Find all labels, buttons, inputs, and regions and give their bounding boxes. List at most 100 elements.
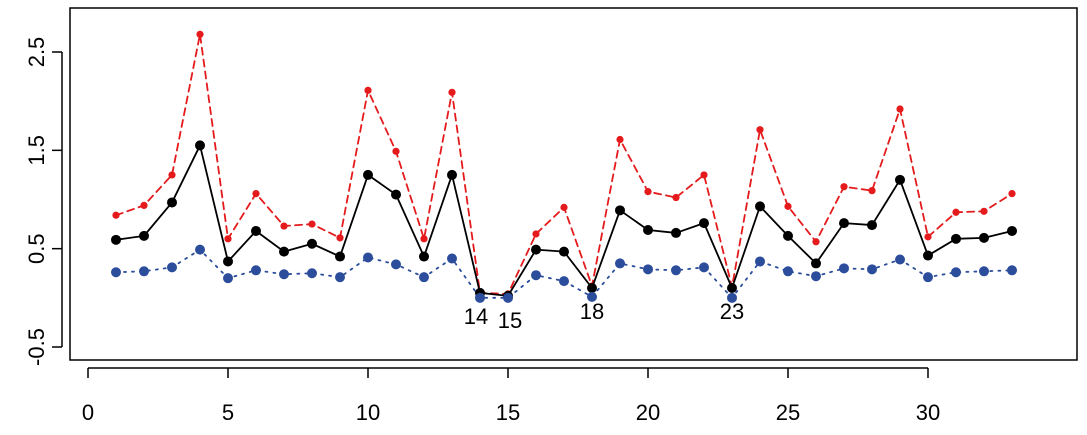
data-point	[811, 258, 821, 269]
data-point	[784, 202, 792, 210]
x-tick-label: 10	[356, 400, 380, 425]
data-point	[364, 86, 372, 94]
data-point	[168, 171, 176, 179]
x-tick-label: 15	[496, 400, 520, 425]
data-point	[280, 222, 288, 230]
data-point	[139, 266, 149, 277]
data-point	[783, 266, 793, 277]
data-point	[839, 263, 849, 274]
data-point	[363, 252, 373, 263]
data-point	[643, 264, 653, 275]
data-point	[560, 203, 568, 211]
data-point	[532, 230, 540, 238]
data-point	[896, 105, 904, 113]
data-point	[392, 147, 400, 155]
point-label: 14	[464, 304, 488, 329]
data-point	[587, 283, 597, 293]
y-tick-label: 1.5	[24, 135, 49, 166]
data-point	[252, 190, 260, 198]
data-point	[1007, 225, 1017, 236]
point-label: 18	[580, 299, 604, 324]
data-point	[979, 232, 989, 243]
data-point	[167, 262, 177, 273]
data-point	[223, 256, 233, 267]
data-point	[755, 201, 765, 212]
data-point	[447, 169, 457, 180]
data-point	[867, 220, 877, 231]
data-point	[951, 267, 961, 278]
point-label: 23	[720, 299, 744, 324]
data-point	[335, 272, 345, 283]
data-point	[251, 265, 261, 276]
data-point	[671, 227, 681, 238]
data-point	[895, 174, 905, 185]
data-point	[111, 234, 121, 245]
data-point	[672, 193, 680, 202]
y-tick-label: -0.5	[24, 328, 49, 366]
data-point	[699, 218, 709, 229]
data-point	[644, 188, 652, 196]
data-point	[615, 258, 625, 269]
x-tick-label: 0	[82, 400, 94, 425]
data-point	[811, 271, 821, 282]
data-point	[307, 238, 317, 249]
y-axis: -0.5 0.5 1.5 2.5	[24, 37, 63, 366]
data-point	[420, 235, 428, 243]
data-point	[447, 253, 457, 264]
x-tick-label: 30	[916, 400, 940, 425]
data-point	[195, 140, 205, 151]
data-point	[812, 238, 820, 246]
series-line	[115, 248, 1013, 299]
plot-frame	[69, 7, 1078, 361]
series-3	[111, 244, 1017, 303]
data-point	[727, 292, 737, 303]
data-point	[335, 251, 345, 262]
data-point	[139, 230, 149, 241]
data-point	[923, 250, 933, 261]
data-point	[531, 244, 541, 255]
x-tick-label: 25	[776, 400, 800, 425]
data-point	[195, 244, 205, 255]
data-point	[699, 262, 709, 273]
x-tick-label: 5	[222, 400, 234, 425]
annotation-layer: 14 15 18 23	[464, 299, 744, 333]
data-point	[419, 272, 429, 283]
data-point	[111, 267, 121, 278]
data-point	[615, 205, 625, 216]
series-line	[115, 144, 1013, 297]
data-point	[839, 218, 849, 229]
data-point	[223, 273, 233, 284]
data-point	[867, 264, 877, 275]
data-point	[643, 224, 653, 235]
x-tick-label: 20	[636, 400, 660, 425]
series-2	[111, 140, 1017, 301]
data-point	[112, 211, 120, 219]
data-point	[924, 233, 932, 241]
data-point	[923, 272, 933, 283]
data-point	[503, 292, 513, 303]
data-point	[559, 276, 569, 287]
data-point	[475, 292, 485, 303]
x-axis: 0 5 10 15 20 25 30	[82, 367, 940, 425]
data-point	[391, 189, 401, 200]
data-point	[587, 291, 597, 302]
data-point	[279, 269, 289, 280]
data-point	[756, 126, 764, 134]
data-point	[783, 230, 793, 241]
data-point	[559, 246, 569, 257]
y-tick-label: 0.5	[24, 233, 49, 264]
data-point	[895, 254, 905, 265]
data-point	[727, 283, 737, 293]
data-point	[167, 197, 177, 208]
y-tick-label: 2.5	[24, 37, 49, 68]
data-point	[1008, 190, 1016, 198]
data-point	[336, 234, 344, 242]
data-point	[868, 187, 876, 195]
data-point	[671, 265, 681, 276]
data-point	[251, 225, 261, 236]
data-point	[140, 201, 148, 209]
data-point	[531, 270, 541, 281]
data-point	[196, 30, 204, 38]
data-point	[391, 259, 401, 270]
